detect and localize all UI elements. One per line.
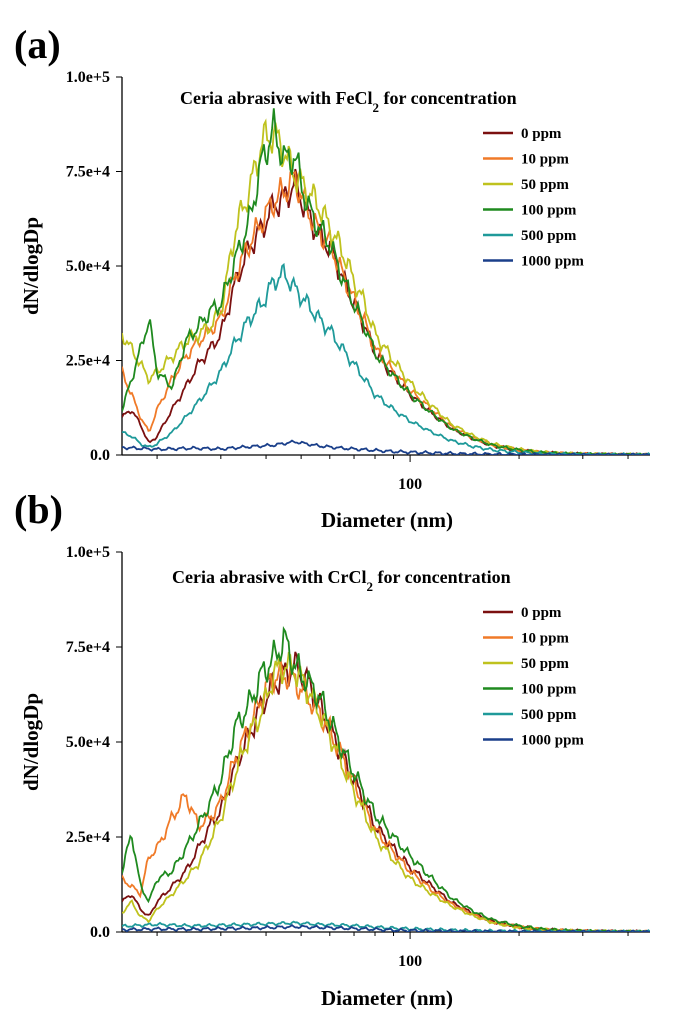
panel-label: (a) xyxy=(14,22,61,67)
legend-label: 50 ppm xyxy=(521,177,569,193)
legend: 0 ppm 10 ppm 50 ppm 100 ppm 500 ppm 1000 ppm xyxy=(483,126,584,270)
legend-label: 500 ppm xyxy=(521,228,577,244)
y-tick-label: 7.5e+4 xyxy=(66,639,110,656)
legend-label: 100 ppm xyxy=(521,682,577,698)
x-tick-label: 100 xyxy=(398,476,422,493)
y-tick-label: 2.5e+4 xyxy=(66,353,110,370)
y-tick-label: 1.0e+5 xyxy=(66,69,110,86)
legend-label: 10 ppm xyxy=(521,152,569,168)
chart-panel-b: (b) 0.0 2.5e+4 5.0e+4 7.5e+4 1.0e+5 100 Diamete… xyxy=(14,487,650,1010)
y-axis-title: dN/dlogDp xyxy=(19,217,43,315)
legend-label: 50 ppm xyxy=(521,656,569,672)
y-tick-label: 5.0e+4 xyxy=(66,734,110,751)
legend-label: 500 ppm xyxy=(521,707,577,723)
y-tick-label: 1.0e+5 xyxy=(66,544,110,561)
y-tick-label: 0.0 xyxy=(90,924,110,941)
panel-label: (b) xyxy=(14,487,63,532)
legend: 0 ppm 10 ppm 50 ppm 100 ppm 500 ppm 1000 ppm xyxy=(483,605,584,749)
legend-label: 1000 ppm xyxy=(521,733,584,749)
y-tick-label: 7.5e+4 xyxy=(66,164,110,181)
y-tick-label: 5.0e+4 xyxy=(66,258,110,275)
series-line-10-ppm xyxy=(122,657,650,932)
series-line-100-ppm xyxy=(122,108,650,455)
x-tick-label: 100 xyxy=(398,953,422,970)
x-axis-title: Diameter (nm) xyxy=(321,986,453,1010)
x-axis-title: Diameter (nm) xyxy=(321,508,453,532)
legend-label: 1000 ppm xyxy=(521,254,584,270)
series-line-1000-ppm xyxy=(122,439,650,455)
series-line-1000-ppm xyxy=(122,923,650,932)
legend-label: 100 ppm xyxy=(521,203,577,219)
plot-title: Ceria abrasive with FeCl2 for concentrat… xyxy=(180,88,517,115)
legend-label: 0 ppm xyxy=(521,126,562,142)
series-line-100-ppm xyxy=(122,626,650,932)
chart-panel-a: (a) 0.0 2.5e+4 5.0e+4 7.5e+4 1.0e+5 100 Diamete… xyxy=(14,22,650,532)
y-tick-label: 2.5e+4 xyxy=(66,829,110,846)
y-axis-title: dN/dlogDp xyxy=(19,693,43,791)
plot-title: Ceria abrasive with CrCl2 for concentrat… xyxy=(172,567,511,594)
legend-label: 10 ppm xyxy=(521,631,569,647)
y-tick-label: 0.0 xyxy=(90,447,110,464)
legend-label: 0 ppm xyxy=(521,605,562,621)
